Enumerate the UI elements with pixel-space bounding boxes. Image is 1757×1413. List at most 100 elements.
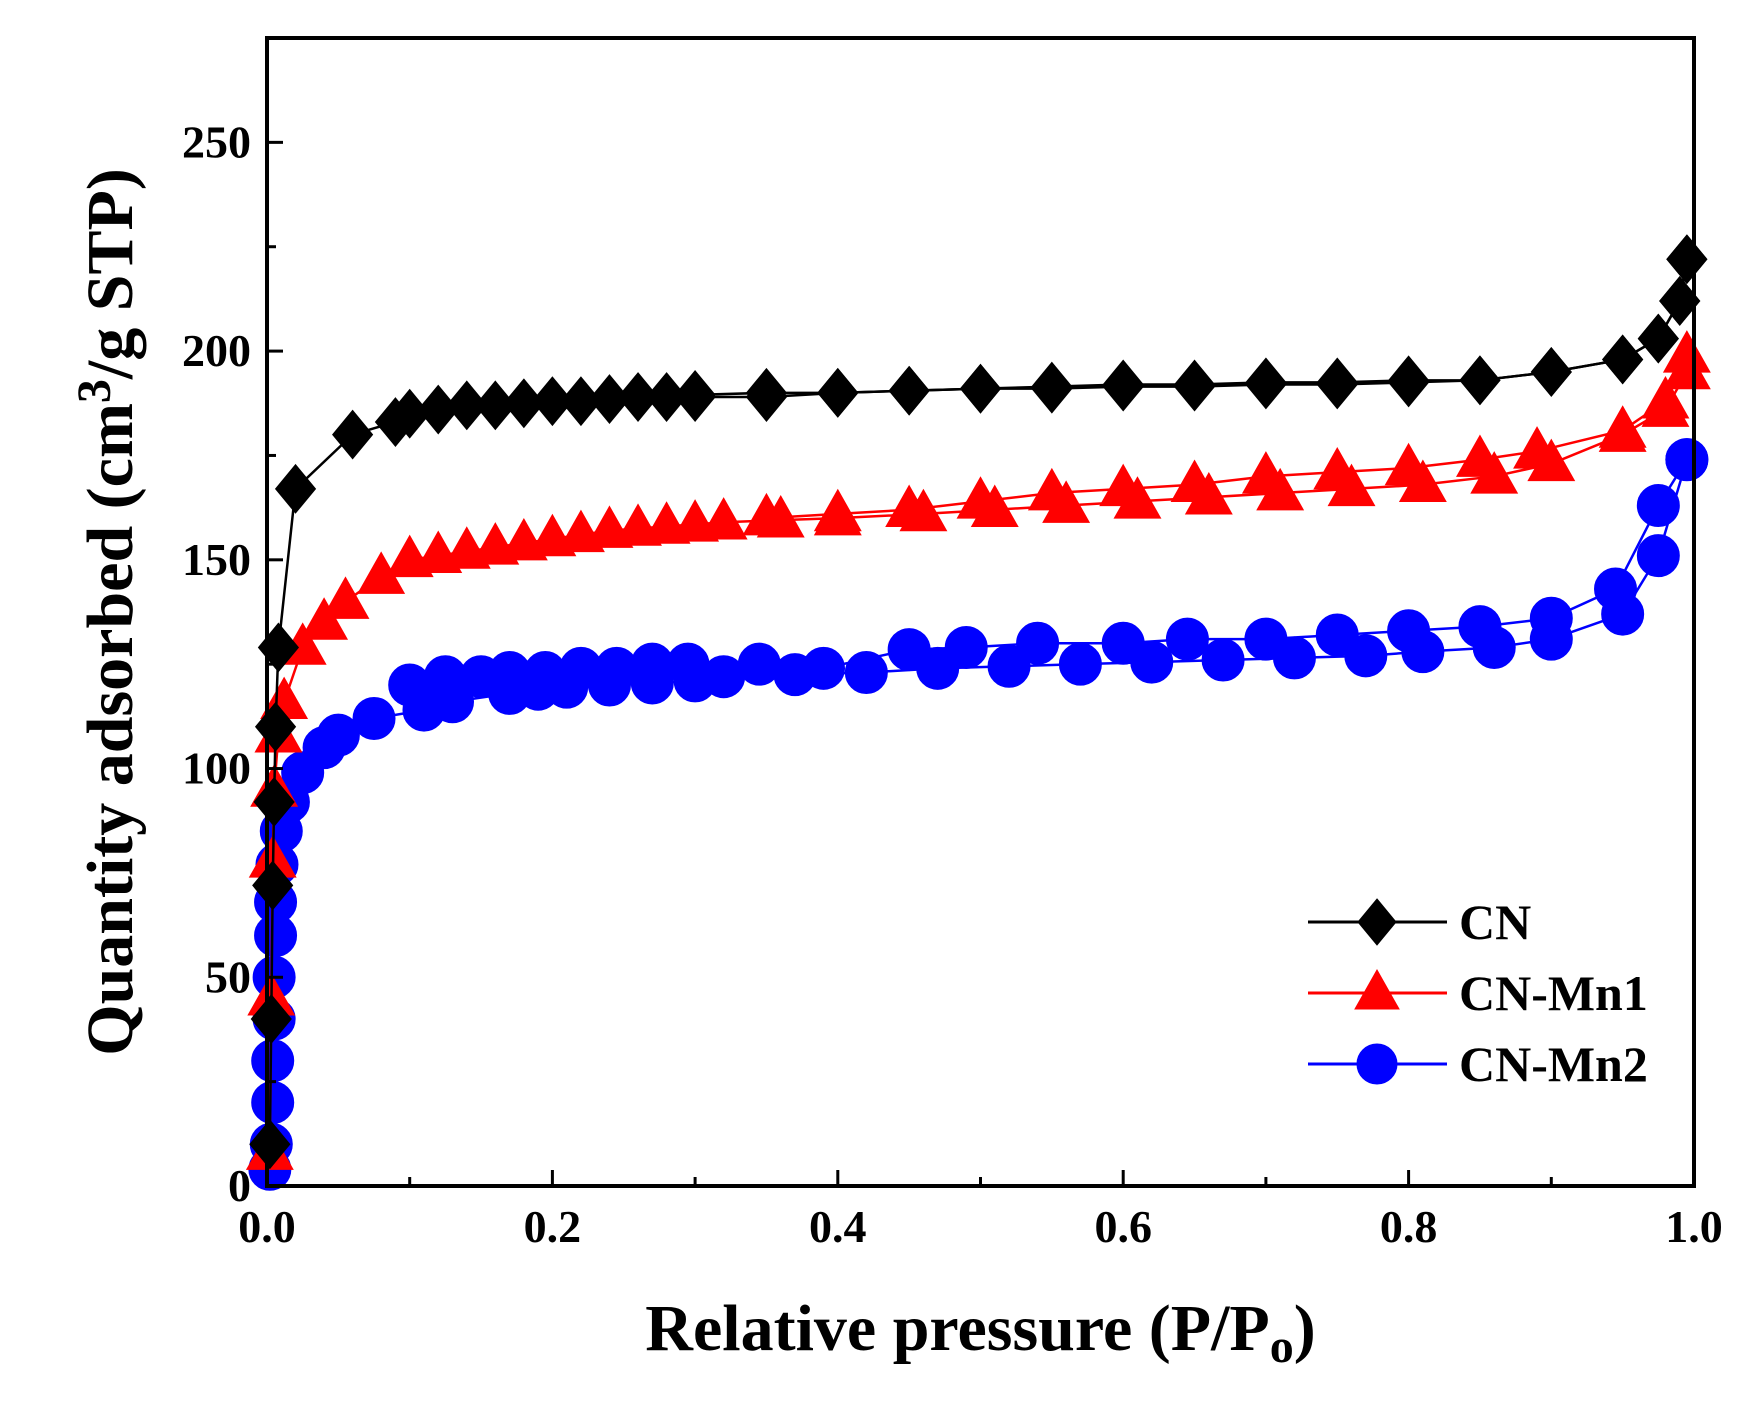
data-point [944, 625, 988, 669]
data-point [1513, 426, 1561, 469]
data-point [316, 713, 360, 757]
x-tick-label: 1.0 [1665, 1201, 1723, 1252]
data-point [1102, 359, 1144, 410]
legend-item: CN-Mn1 [1308, 965, 1648, 1021]
y-tick-label: 200 [182, 325, 251, 376]
y-axis-title: Quantity adsorbed (cm3/g STP) [68, 168, 147, 1056]
data-point [699, 497, 748, 540]
data-point [253, 777, 295, 827]
data-point [1201, 638, 1245, 682]
data-point [1598, 405, 1647, 448]
data-point [252, 860, 294, 911]
data-point [1594, 567, 1638, 611]
data-point [446, 380, 488, 431]
data-point [388, 663, 432, 707]
series-CN-Mn1 [245, 330, 1711, 1170]
data-point [352, 696, 396, 740]
legend-item: CN [1308, 894, 1531, 950]
data-point [1173, 359, 1216, 410]
data-point [1636, 534, 1680, 578]
data-point [987, 644, 1031, 688]
data-point [1529, 596, 1573, 640]
x-tick-label: 0.4 [809, 1201, 867, 1252]
data-point [1641, 376, 1690, 419]
data-point [249, 1119, 291, 1170]
data-point [1602, 334, 1644, 385]
y-axis-title-sup: 3 [68, 379, 121, 403]
y-tick-label: 0 [228, 1160, 251, 1211]
data-point [745, 372, 788, 422]
data-point [1530, 347, 1572, 397]
data-point [1313, 446, 1362, 490]
data-point [674, 372, 716, 422]
x-axis-title: Relative pressure (P/Po) [645, 1292, 1315, 1373]
ticks-group: 0.0 0.2 0.4 0.6 0.8 1.0 0 50 100 150 200 250 [182, 116, 1723, 1252]
legend-label: CN-Mn2 [1459, 1036, 1648, 1092]
legend-item: CN-Mn2 [1308, 1036, 1648, 1092]
data-point [885, 484, 934, 528]
data-point [1241, 451, 1290, 494]
data-point [844, 651, 888, 695]
data-point [1662, 330, 1711, 373]
data-point [274, 463, 317, 514]
legend-marker [1356, 1043, 1398, 1085]
legend-marker [1357, 898, 1397, 946]
data-point [1058, 642, 1102, 686]
y-tick-label: 150 [182, 534, 251, 585]
data-point [617, 372, 659, 422]
y-tick-label: 100 [182, 743, 251, 794]
data-point [742, 492, 791, 536]
data-point [1665, 438, 1709, 482]
data-point [1455, 434, 1504, 477]
data-point [531, 376, 573, 427]
data-point [1387, 609, 1431, 653]
data-point [251, 1039, 295, 1083]
y-axis-title-end: /g STP) [74, 168, 147, 380]
x-axis-title-end: ) [1294, 1292, 1316, 1365]
x-axis-title-sub: o [1270, 1320, 1294, 1373]
data-point [737, 642, 781, 686]
data-point [1016, 621, 1060, 665]
data-point [802, 646, 846, 690]
data-point [959, 363, 1002, 414]
y-tick-label: 250 [182, 116, 251, 167]
data-point [423, 655, 467, 699]
legend-label: CN [1459, 894, 1531, 950]
data-point [1637, 313, 1679, 364]
data-point [956, 476, 1005, 519]
y-tick-label: 50 [205, 951, 251, 1002]
data-point [1245, 357, 1287, 408]
series-CN-Mn2 [248, 438, 1709, 1191]
data-point [1165, 617, 1209, 661]
data-point [1316, 357, 1358, 408]
data-point [1027, 467, 1076, 511]
data-point [321, 576, 370, 619]
x-tick-label: 0.2 [524, 1201, 582, 1252]
data-point [1170, 459, 1219, 502]
data-point [332, 409, 374, 460]
data-point [813, 488, 862, 532]
data-point [887, 628, 931, 672]
y-axis-title-main: Quantity adsorbed (cm [74, 403, 147, 1056]
x-axis-title-main: Relative pressure (P/P [645, 1292, 1269, 1365]
series-CN [249, 234, 1708, 1170]
data-point [1636, 484, 1680, 528]
x-tick-label: 0.0 [238, 1201, 296, 1252]
data-point [1388, 355, 1430, 406]
series-group [245, 234, 1711, 1191]
data-point [1666, 234, 1708, 285]
legend-marker [1354, 968, 1400, 1010]
legend: CN CN-Mn1 CN-Mn2 [1308, 894, 1648, 1092]
legend-label: CN-Mn1 [1459, 965, 1648, 1021]
data-point [1099, 463, 1148, 507]
data-point [817, 367, 859, 418]
data-point [1458, 605, 1502, 649]
x-tick-label: 0.6 [1094, 1201, 1152, 1252]
data-point [888, 365, 930, 416]
data-point [250, 994, 292, 1044]
data-point [1244, 617, 1288, 661]
data-point [1384, 442, 1433, 486]
data-point [1459, 355, 1501, 406]
